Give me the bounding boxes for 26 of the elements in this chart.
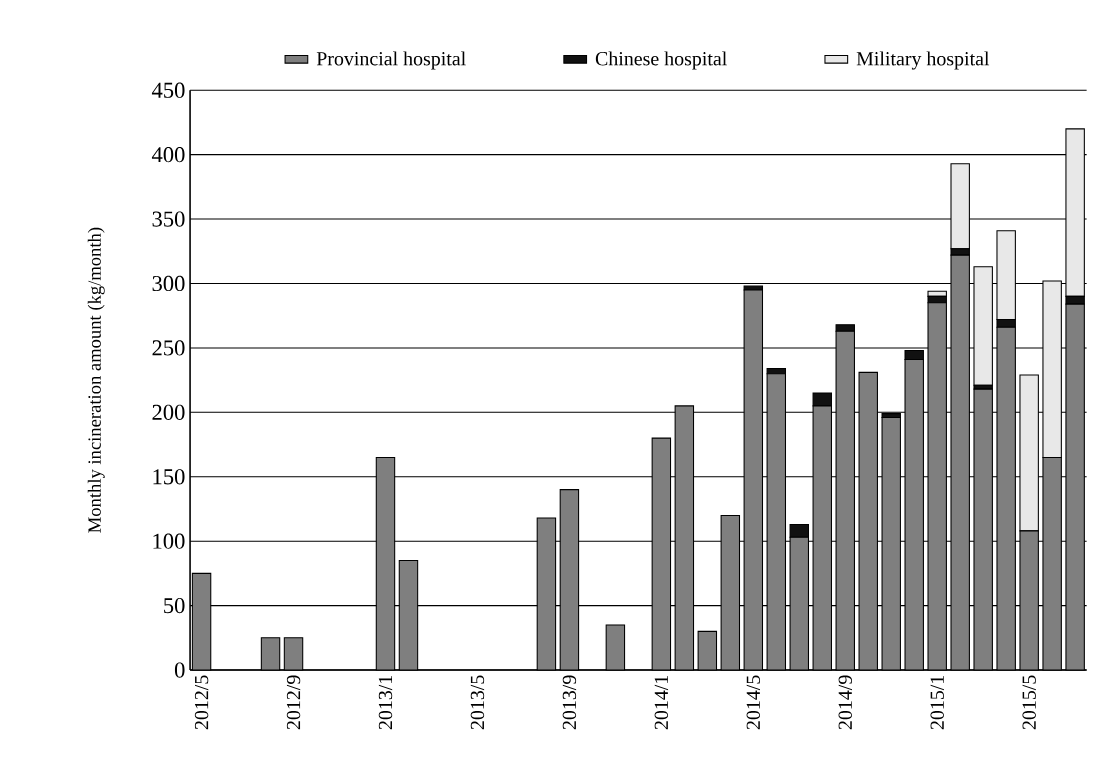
legend-label: Military hospital [856, 51, 990, 70]
y-tick-label: 200 [152, 404, 185, 421]
x-tick-label: 2015/1 [930, 676, 944, 730]
bar [973, 266, 993, 386]
x-tick-label: 2013/5 [470, 675, 485, 730]
x-tick-label: 2012/5 [194, 675, 209, 730]
y-tick-label: 50 [164, 598, 185, 614]
y-tick-label: 0 [174, 662, 185, 678]
y-tick-label: 150 [153, 469, 185, 485]
legend-label: Chinese hospital [595, 51, 727, 70]
x-tick-label: 2014/5 [746, 675, 761, 730]
x-tick-label: 2013/1 [378, 676, 393, 730]
x-tick-label: 2012/9 [286, 675, 301, 730]
y-tick-label: 400 [151, 147, 185, 163]
y-tick-label: 100 [153, 533, 185, 549]
x-tick-label: 2014/9 [838, 675, 852, 730]
x-tick-label: 2013/9 [562, 675, 577, 730]
y-tick-label: 350 [152, 211, 185, 227]
y-tick-label: 300 [152, 275, 185, 292]
x-tick-label: 2015/5 [1022, 675, 1036, 730]
y-tick-label: 450 [151, 82, 185, 98]
x-tick-label: 2014/1 [654, 676, 669, 730]
bar [950, 163, 970, 250]
y-axis-title: Monthly incineration amount (kg/month) [87, 227, 105, 533]
y-tick-label: 250 [152, 340, 185, 356]
legend-label: Provincial hospital [316, 51, 466, 70]
